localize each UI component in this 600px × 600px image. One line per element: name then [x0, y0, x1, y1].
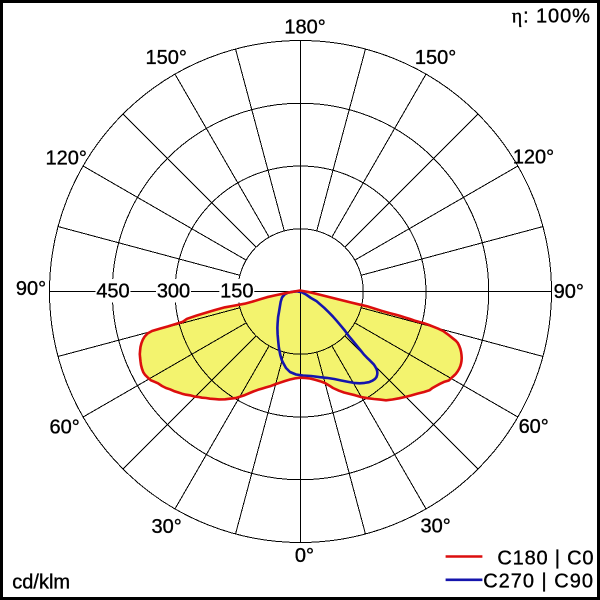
svg-text:30°: 30°: [420, 515, 450, 537]
svg-text:150°: 150°: [146, 47, 187, 69]
svg-text:150°: 150°: [415, 47, 456, 69]
svg-text:180°: 180°: [284, 17, 325, 39]
svg-text:300: 300: [157, 280, 190, 302]
svg-text:0°: 0°: [295, 545, 314, 567]
svg-text:120°: 120°: [46, 147, 87, 169]
svg-text:C270 | C90: C270 | C90: [483, 571, 594, 593]
svg-text:η: 100%: η: 100%: [512, 5, 591, 27]
svg-text:60°: 60°: [519, 416, 549, 438]
svg-text:cd/klm: cd/klm: [12, 571, 70, 593]
svg-text:90°: 90°: [16, 278, 46, 300]
svg-text:C180 | C0: C180 | C0: [497, 547, 594, 569]
svg-text:90°: 90°: [554, 281, 584, 303]
svg-text:150: 150: [220, 280, 253, 302]
svg-text:450: 450: [96, 280, 129, 302]
svg-text:30°: 30°: [151, 516, 181, 538]
svg-text:120°: 120°: [513, 147, 554, 169]
svg-text:60°: 60°: [49, 417, 79, 439]
